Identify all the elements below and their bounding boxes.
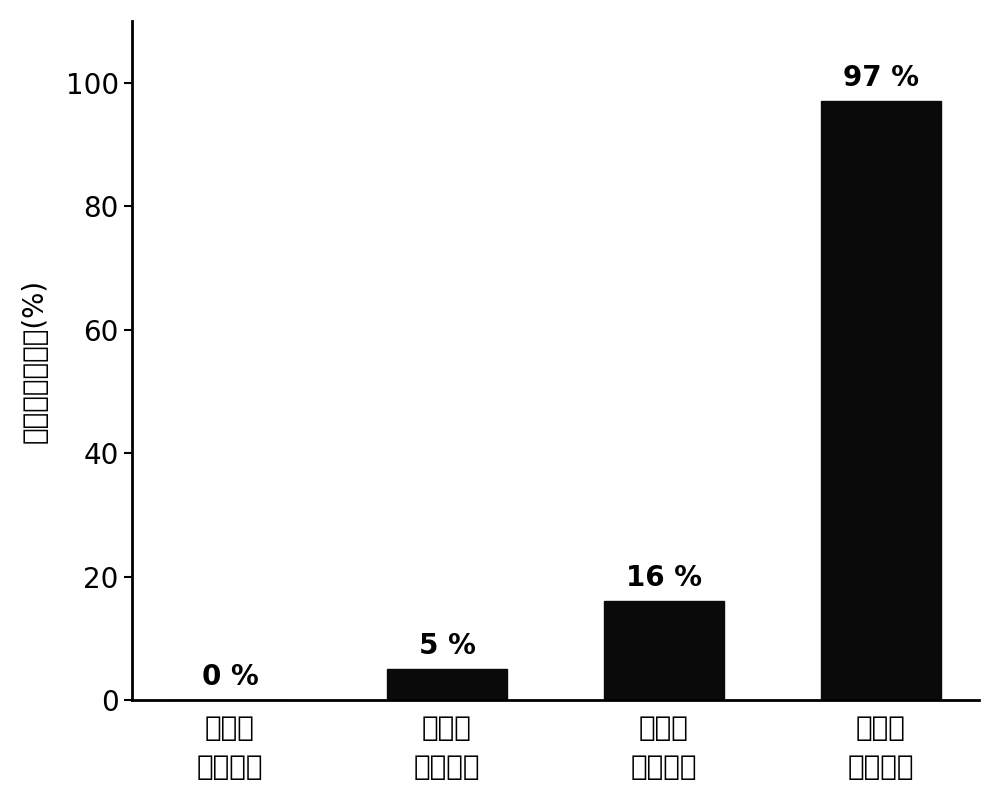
- Y-axis label: 金葡球菌失活率(%): 金葡球菌失活率(%): [21, 278, 49, 443]
- Text: 5 %: 5 %: [419, 632, 475, 660]
- Text: 16 %: 16 %: [626, 564, 702, 592]
- Text: 97 %: 97 %: [843, 64, 919, 92]
- Bar: [387, 670, 507, 700]
- Text: 0 %: 0 %: [202, 663, 258, 691]
- Bar: [604, 602, 724, 700]
- Bar: [821, 101, 941, 700]
